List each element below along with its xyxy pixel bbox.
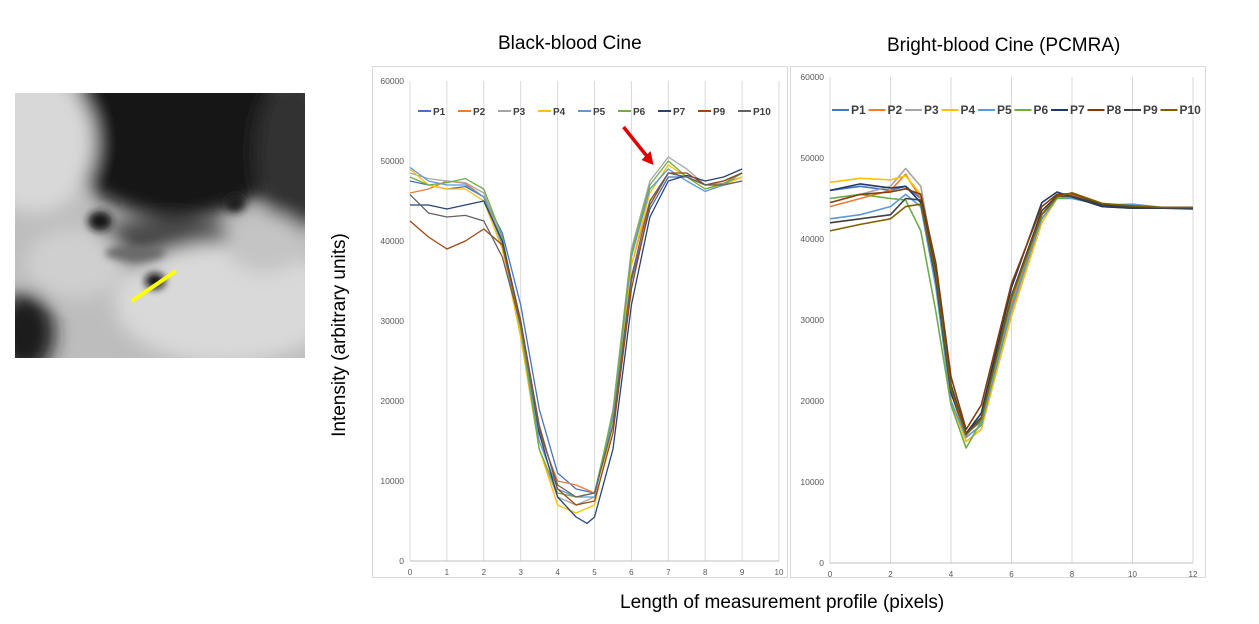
series-line-p10: [829, 192, 1193, 436]
legend-label-p9: P9: [713, 107, 726, 118]
legend-label-p3: P3: [924, 103, 939, 117]
y-tick-label: 0: [399, 556, 404, 566]
black-blood-chart-panel: 0 1 2 3 4 5 6 7 8 9 10 0 10000 20000 30000 40000 50000 60…: [372, 66, 788, 578]
y-tick-label: 60000: [380, 76, 404, 86]
legend-label-p4: P4: [553, 107, 566, 118]
x-tick-label: 2: [482, 568, 487, 577]
bright-blood-chart: 0 2 4 6 8 10 12 0 10000 20000 30000 40000 50000 60000…: [800, 72, 1202, 579]
x-tick-label: 6: [629, 568, 634, 577]
red-arrow-annotation: [622, 125, 654, 165]
y-tick-label: 20000: [800, 396, 824, 406]
series-line-p10: [409, 172, 743, 498]
legend-label-p3: P3: [513, 107, 526, 118]
x-tick-label: 4: [555, 568, 560, 577]
legend-label-p8: P8: [1107, 103, 1122, 117]
series-line-p7: [829, 183, 1194, 435]
legend-label-p5: P5: [593, 107, 606, 118]
legend-label-p7: P7: [1070, 103, 1085, 117]
x-tick-label: 9: [740, 568, 745, 577]
x-tick-label: 12: [1189, 570, 1198, 577]
x-tick-label: 2: [888, 570, 893, 577]
black-blood-chart: 0 1 2 3 4 5 6 7 8 9 10 0 10000 20000 30000 40000 50000 60…: [380, 76, 784, 577]
x-tick-label: 0: [828, 570, 833, 577]
legend-label-p6: P6: [1034, 103, 1049, 117]
x-axis-label: Length of measurement profile (pixels): [620, 592, 945, 613]
x-tick-label: 4: [949, 570, 954, 577]
legend-label-p7: P7: [673, 107, 686, 118]
x-tick-label: 10: [1128, 570, 1137, 577]
measurement-line: [130, 269, 178, 303]
legend-label-p2: P2: [888, 103, 903, 117]
x-tick-label: 7: [666, 568, 671, 577]
legend-label-p1: P1: [433, 107, 446, 118]
x-tick-label: 0: [408, 568, 413, 577]
bright-blood-title: Bright-blood Cine (PCMRA): [887, 35, 1121, 56]
legend-label-p2: P2: [473, 107, 486, 118]
series-line-p6: [409, 160, 743, 498]
bright-blood-chart-panel: 0 2 4 6 8 10 12 0 10000 20000 30000 40000 50000 60000…: [790, 66, 1206, 579]
series-line-p3: [409, 156, 743, 506]
y-tick-label: 60000: [800, 72, 824, 82]
y-tick-label: 50000: [800, 153, 824, 163]
series-line-p1: [409, 172, 743, 494]
legend-label-p1: P1: [851, 103, 866, 117]
mri-crosssection-image: [15, 93, 305, 358]
x-tick-label: 10: [775, 568, 784, 577]
legend-label-p10: P10: [1180, 103, 1202, 117]
legend-label-p5: P5: [997, 103, 1012, 117]
x-tick-label: 8: [703, 568, 708, 577]
series-line-p7: [410, 168, 743, 525]
series-line-p9: [409, 172, 743, 506]
series-line-p4: [409, 164, 743, 514]
x-tick-label: 3: [518, 568, 523, 577]
y-tick-label: 30000: [800, 315, 824, 325]
y-tick-label: 0: [819, 558, 824, 568]
y-tick-label: 20000: [380, 396, 404, 406]
black-blood-title: Black-blood Cine: [498, 33, 642, 54]
legend-label-p10: P10: [753, 107, 771, 118]
x-tick-label: 5: [592, 568, 597, 577]
y-tick-label: 40000: [380, 236, 404, 246]
legend-label-p6: P6: [633, 107, 646, 118]
x-tick-label: 1: [445, 568, 450, 577]
y-tick-label: 50000: [380, 156, 404, 166]
x-tick-label: 8: [1070, 570, 1075, 577]
y-tick-label: 30000: [380, 316, 404, 326]
series-line-p5: [409, 166, 743, 498]
y-tick-label: 40000: [800, 234, 824, 244]
series-line-p2: [409, 172, 743, 494]
legend-label-p4: P4: [961, 103, 976, 117]
legend-label-p9: P9: [1143, 103, 1158, 117]
x-tick-label: 6: [1009, 570, 1014, 577]
y-tick-label: 10000: [800, 477, 824, 487]
y-tick-label: 10000: [380, 476, 404, 486]
y-axis-label: Intensity (arbitrary units): [329, 233, 350, 437]
